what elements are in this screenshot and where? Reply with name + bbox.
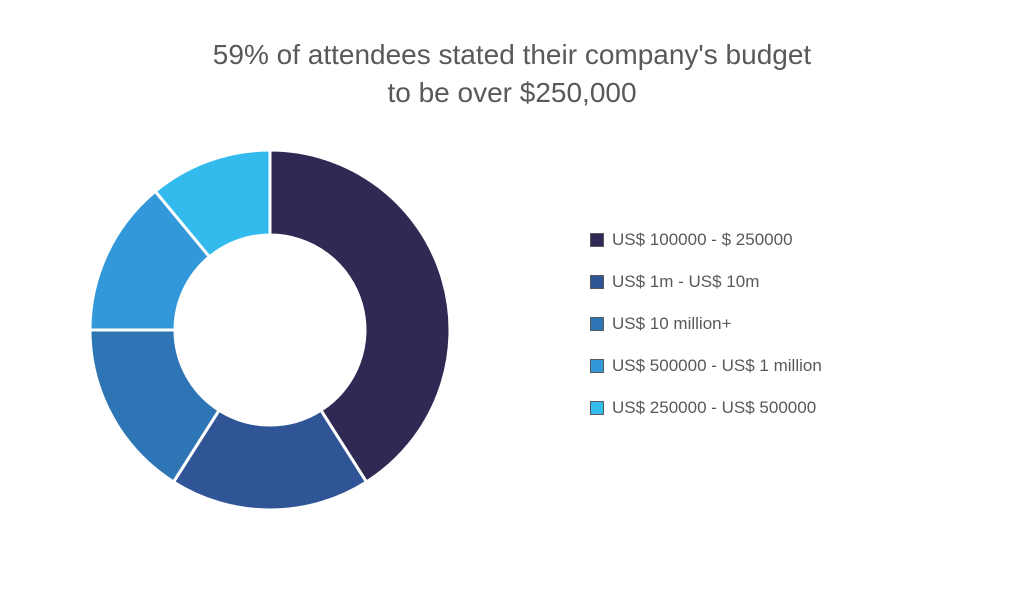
chart-title: 59% of attendees stated their company's … <box>0 0 1024 122</box>
legend-item-2: US$ 10 million+ <box>590 314 822 334</box>
legend-label-3: US$ 500000 - US$ 1 million <box>612 356 822 376</box>
legend-item-0: US$ 100000 - $ 250000 <box>590 230 822 250</box>
legend-item-3: US$ 500000 - US$ 1 million <box>590 356 822 376</box>
legend-swatch-0 <box>590 233 604 247</box>
donut-svg <box>90 150 450 510</box>
legend-swatch-2 <box>590 317 604 331</box>
legend-swatch-4 <box>590 401 604 415</box>
legend-swatch-1 <box>590 275 604 289</box>
legend-label-2: US$ 10 million+ <box>612 314 732 334</box>
legend-item-4: US$ 250000 - US$ 500000 <box>590 398 822 418</box>
legend-item-1: US$ 1m - US$ 10m <box>590 272 822 292</box>
legend-swatch-3 <box>590 359 604 373</box>
legend-label-0: US$ 100000 - $ 250000 <box>612 230 793 250</box>
donut-chart <box>90 150 450 510</box>
title-line-1: 59% of attendees stated their company's … <box>213 39 811 70</box>
chart-legend: US$ 100000 - $ 250000 US$ 1m - US$ 10m US$… <box>590 230 822 418</box>
legend-label-4: US$ 250000 - US$ 500000 <box>612 398 816 418</box>
chart-container: 59% of attendees stated their company's … <box>0 0 1024 614</box>
title-line-2: to be over $250,000 <box>387 77 636 108</box>
legend-label-1: US$ 1m - US$ 10m <box>612 272 759 292</box>
